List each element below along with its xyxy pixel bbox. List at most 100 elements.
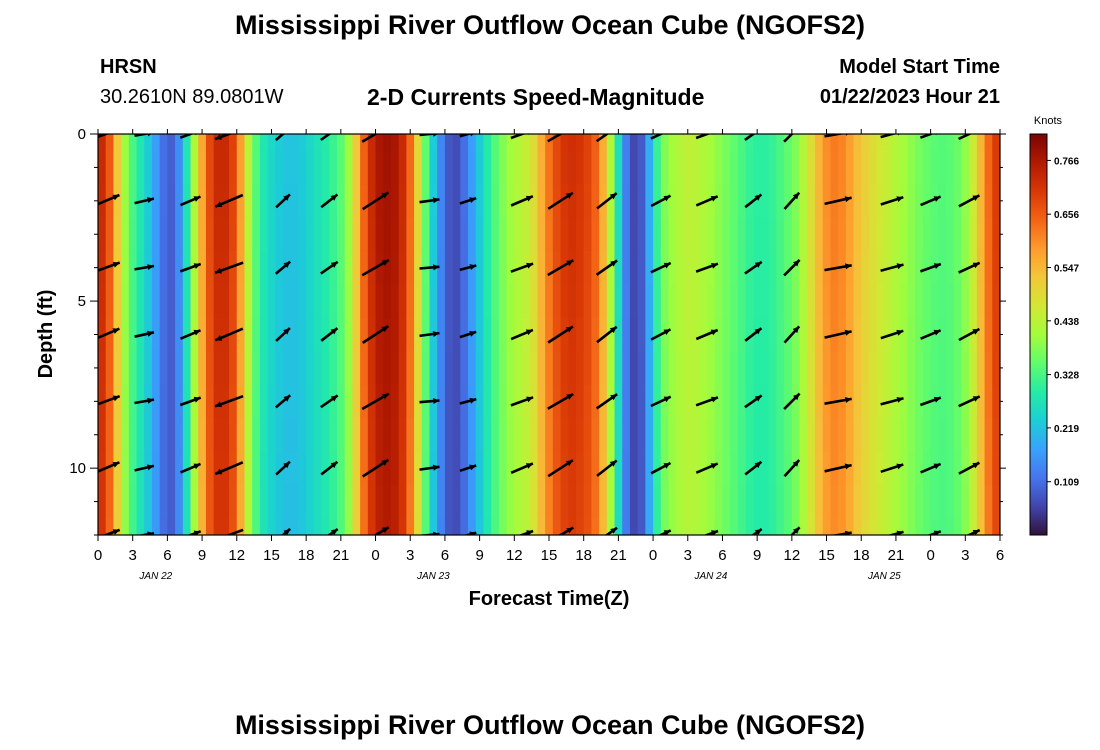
heatmap-cell <box>105 284 115 319</box>
heatmap-cell <box>946 284 955 319</box>
heatmap-cell <box>984 250 993 285</box>
heatmap-cell <box>668 484 677 519</box>
heatmap-cell <box>159 451 168 486</box>
heatmap-cell <box>868 217 878 252</box>
heatmap-cell <box>969 217 978 252</box>
heatmap-cell <box>745 284 754 319</box>
heatmap-cell <box>838 418 847 453</box>
heatmap-cell <box>336 217 346 252</box>
current-vector <box>650 395 672 408</box>
heatmap-cell <box>398 134 407 152</box>
heatmap-cell <box>876 150 885 185</box>
heatmap-cell <box>529 351 539 386</box>
heatmap-cell <box>930 217 939 252</box>
heatmap-cell <box>961 150 970 185</box>
heatmap-cell <box>452 217 461 252</box>
heatmap-cell <box>984 351 993 386</box>
heatmap-cell <box>406 184 415 219</box>
heatmap-cell <box>128 384 138 419</box>
heatmap-cell <box>622 451 631 486</box>
heatmap-cell <box>868 184 878 219</box>
current-vector <box>650 461 672 475</box>
heatmap-cell <box>676 284 685 319</box>
heatmap-cell <box>722 484 731 519</box>
heatmap-cell <box>229 384 238 419</box>
heatmap-cell <box>868 284 878 319</box>
x-day-label: JAN 22 <box>138 571 172 582</box>
heatmap-cell <box>229 418 238 453</box>
x-tick-label: 9 <box>475 547 483 564</box>
heatmap-cell <box>722 134 731 152</box>
x-tick-label: 3 <box>961 547 969 564</box>
heatmap-cell <box>676 518 685 535</box>
heatmap-cell <box>321 317 330 352</box>
heatmap-cell <box>791 150 801 185</box>
heatmap-cell <box>321 150 330 185</box>
heatmap-cell <box>491 484 500 519</box>
heatmap-cell <box>568 184 577 219</box>
heatmap-cell <box>151 451 161 486</box>
heatmap-cell <box>699 134 708 152</box>
heatmap-cell <box>707 217 716 252</box>
heatmap-cell <box>784 484 793 519</box>
heatmap-cell <box>283 351 292 386</box>
heatmap-cell <box>360 351 369 386</box>
heatmap-cell <box>853 134 862 152</box>
heatmap-cell <box>845 217 855 252</box>
heatmap-cell <box>799 284 808 319</box>
heatmap-cell <box>961 484 970 519</box>
x-tick-label: 18 <box>298 547 315 564</box>
heatmap-cell <box>714 484 724 519</box>
heatmap-cell <box>830 134 839 152</box>
heatmap-cell <box>992 384 1000 419</box>
heatmap-cell <box>298 184 307 219</box>
x-day-label: JAN 24 <box>693 571 727 582</box>
heatmap-cell <box>745 217 754 252</box>
heatmap-cell <box>344 418 354 453</box>
heatmap-cell <box>306 284 315 319</box>
heatmap-cell <box>144 217 153 252</box>
heatmap-cell <box>606 317 616 352</box>
heatmap-cell <box>275 134 284 152</box>
heatmap-cell <box>113 217 122 252</box>
current-vector <box>361 258 390 277</box>
heatmap-cell <box>807 484 816 519</box>
heatmap-cell <box>799 217 808 252</box>
heatmap-cell <box>907 217 916 252</box>
heatmap-cell <box>583 134 592 152</box>
heatmap-cell <box>367 518 377 535</box>
heatmap-cell <box>776 518 785 535</box>
heatmap-cell <box>761 134 770 152</box>
heatmap-cell <box>915 451 924 486</box>
x-day-label: JAN 23 <box>416 571 450 582</box>
heatmap-cell <box>753 250 762 285</box>
heatmap-cell <box>768 384 778 419</box>
heatmap-cell <box>953 451 963 486</box>
heatmap-cell <box>676 484 685 519</box>
heatmap-cell <box>352 250 361 285</box>
heatmap-cell <box>976 150 986 185</box>
heatmap-cell <box>753 150 762 185</box>
x-tick-label: 0 <box>94 547 102 564</box>
heatmap-cell <box>745 351 754 386</box>
heatmap-cell <box>383 317 392 352</box>
heatmap-cell <box>267 250 276 285</box>
heatmap-cell <box>159 284 168 319</box>
current-vector <box>650 328 672 341</box>
heatmap-cell <box>606 150 616 185</box>
heatmap-cell <box>784 284 793 319</box>
heatmap-cell <box>468 284 477 319</box>
colorbar-tick-label: 0.219 <box>1054 424 1079 435</box>
heatmap-cell <box>753 351 762 386</box>
heatmap-cell <box>336 317 346 352</box>
heatmap-cell <box>560 184 569 219</box>
heatmap-cell <box>830 484 839 519</box>
heatmap-cell <box>414 518 423 535</box>
heatmap-cell <box>244 384 253 419</box>
heatmap-cell <box>892 150 901 185</box>
heatmap-cell <box>583 284 592 319</box>
heatmap-cell <box>236 484 246 519</box>
heatmap-cell <box>252 134 261 152</box>
heatmap-cell <box>946 250 955 285</box>
heatmap-cell <box>599 250 608 285</box>
